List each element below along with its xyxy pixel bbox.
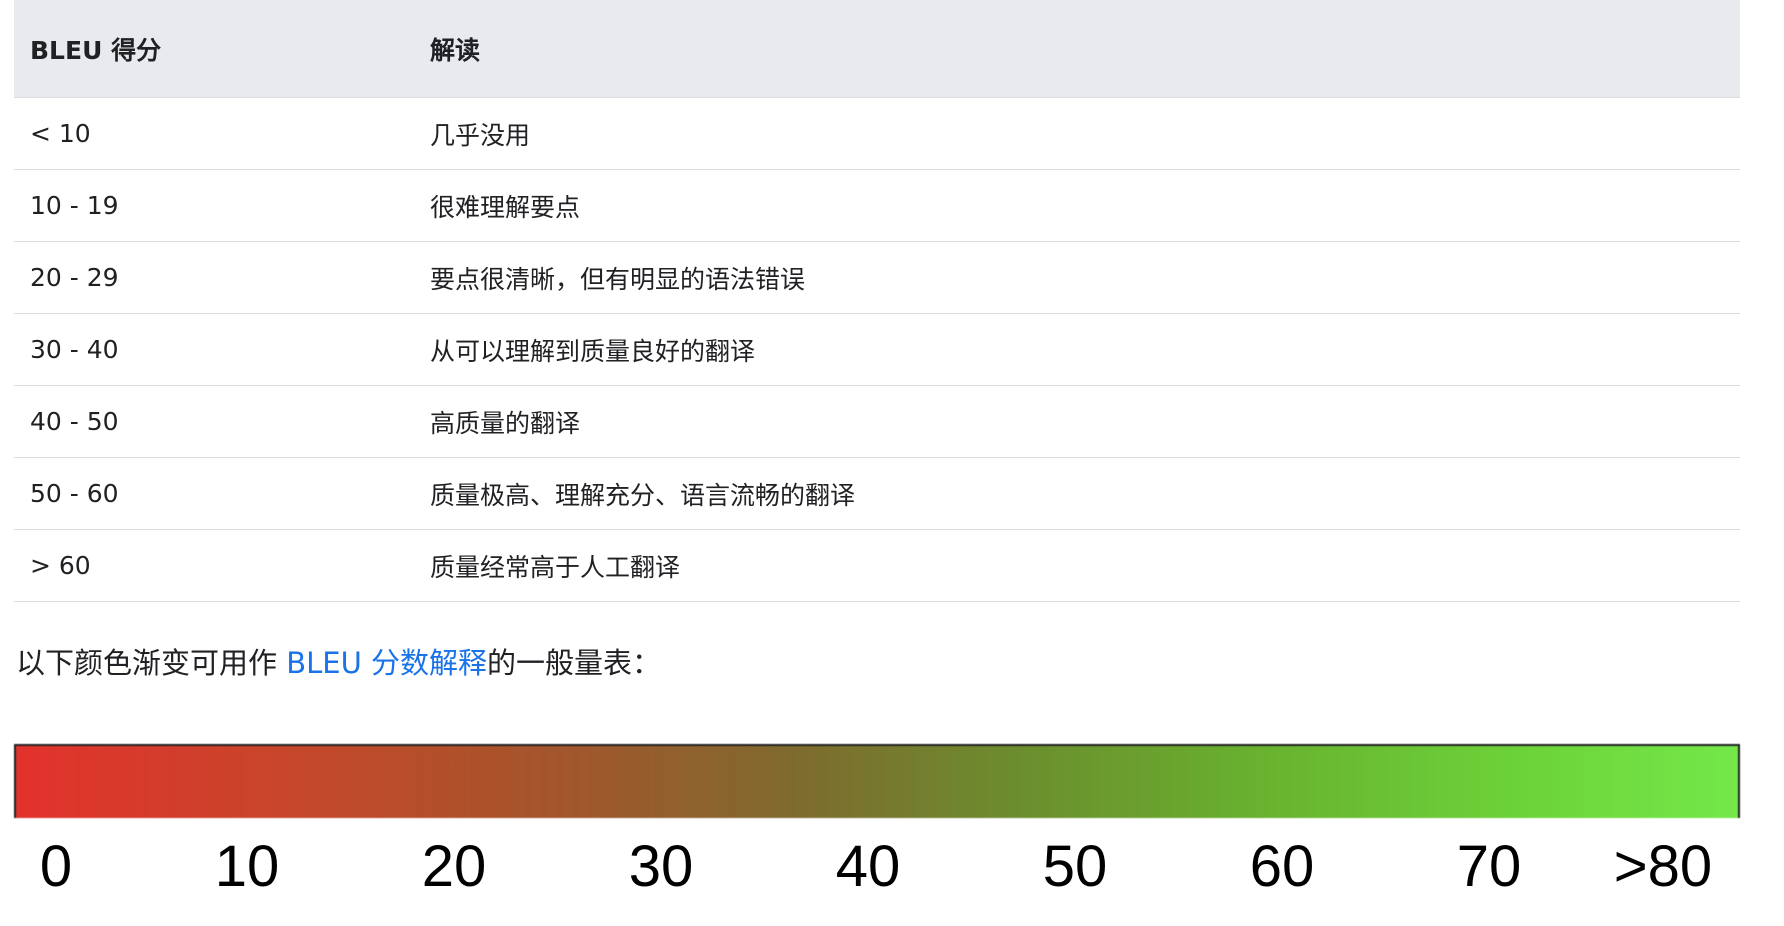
table-row: 10 - 19 很难理解要点 bbox=[14, 170, 1740, 242]
scale-tick-label: 30 bbox=[628, 834, 694, 899]
scale-tick-label: 70 bbox=[1456, 834, 1522, 899]
bleu-interpretation-link[interactable]: BLEU 分数解释 bbox=[286, 646, 488, 680]
table-header-row: BLEU 得分 解读 bbox=[14, 0, 1740, 98]
scale-ticks: 0 10 20 30 40 50 60 70 >80 bbox=[0, 838, 1784, 918]
row-score: 50 - 60 bbox=[30, 479, 119, 508]
gradient-caption: 以下颜色渐变可用作 BLEU 分数解释的一般量表： bbox=[16, 640, 661, 682]
row-meaning: 从可以理解到质量良好的翻译 bbox=[430, 336, 756, 366]
bleu-score-table: BLEU 得分 解读 < 10 几乎没用 10 - 19 很难理解要点 20 -… bbox=[14, 0, 1740, 602]
row-score: 30 - 40 bbox=[30, 335, 119, 364]
scale-tick-label: 0 bbox=[39, 834, 73, 899]
row-meaning: 很难理解要点 bbox=[430, 192, 581, 222]
caption-text-before: 以下颜色渐变可用作 bbox=[16, 646, 287, 680]
bleu-color-gradient-bar bbox=[14, 744, 1740, 818]
row-score: < 10 bbox=[30, 119, 91, 148]
table-row: 20 - 29 要点很清晰，但有明显的语法错误 bbox=[14, 242, 1740, 314]
table-row: 30 - 40 从可以理解到质量良好的翻译 bbox=[14, 314, 1740, 386]
scale-tick-label: 10 bbox=[214, 834, 280, 899]
row-meaning: 质量经常高于人工翻译 bbox=[430, 552, 681, 582]
scale-tick-label: >80 bbox=[1613, 834, 1713, 899]
row-score: 20 - 29 bbox=[30, 263, 119, 292]
row-score: 40 - 50 bbox=[30, 407, 119, 436]
table-row: 40 - 50 高质量的翻译 bbox=[14, 386, 1740, 458]
row-meaning: 要点很清晰，但有明显的语法错误 bbox=[430, 264, 806, 294]
table-row: > 60 质量经常高于人工翻译 bbox=[14, 530, 1740, 602]
row-meaning: 高质量的翻译 bbox=[430, 408, 581, 438]
header-meaning: 解读 bbox=[430, 35, 481, 65]
header-score: BLEU 得分 bbox=[30, 35, 162, 65]
row-score: 10 - 19 bbox=[30, 191, 119, 220]
row-score: > 60 bbox=[30, 551, 91, 580]
scale-tick-label: 50 bbox=[1042, 834, 1108, 899]
scale-tick-label: 40 bbox=[835, 834, 901, 899]
row-meaning: 质量极高、理解充分、语言流畅的翻译 bbox=[430, 480, 856, 510]
table-row: 50 - 60 质量极高、理解充分、语言流畅的翻译 bbox=[14, 458, 1740, 530]
table-row: < 10 几乎没用 bbox=[14, 98, 1740, 170]
caption-text-after: 的一般量表： bbox=[487, 646, 662, 680]
scale-tick-label: 20 bbox=[421, 834, 487, 899]
scale-tick-label: 60 bbox=[1249, 834, 1315, 899]
row-meaning: 几乎没用 bbox=[430, 120, 531, 150]
